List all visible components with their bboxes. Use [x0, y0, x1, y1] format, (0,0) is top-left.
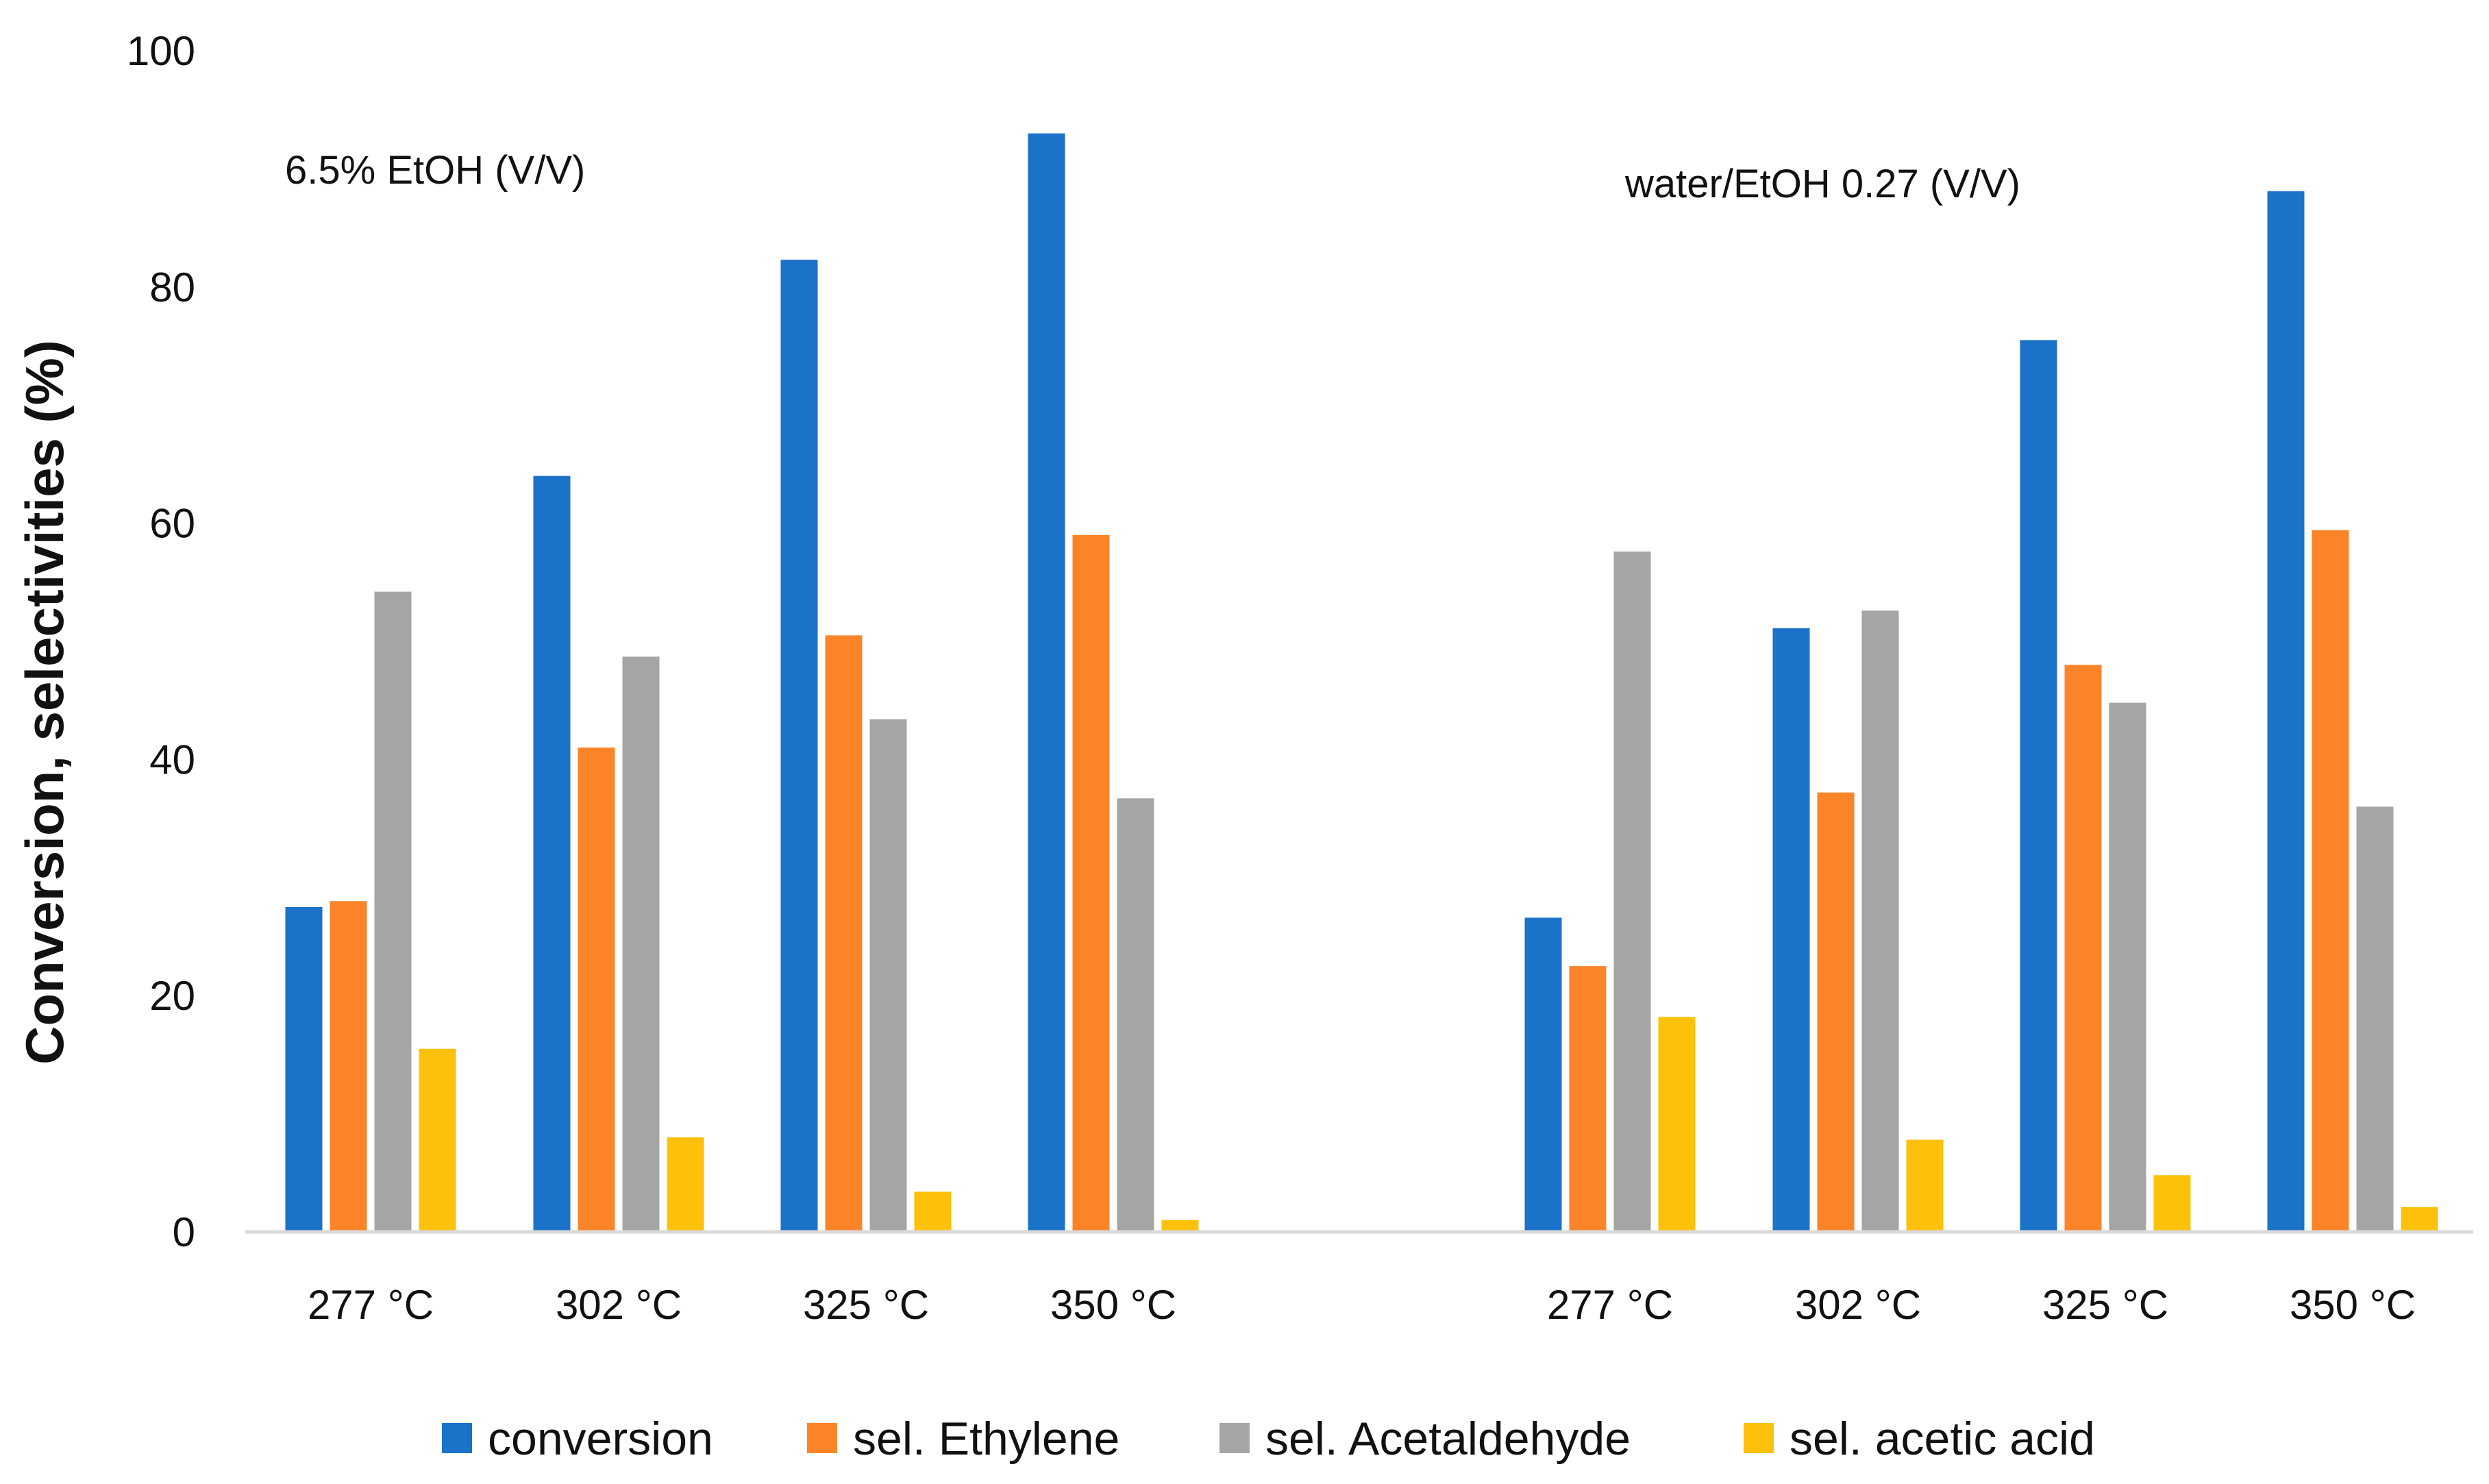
y-tick-label: 0	[173, 1209, 195, 1255]
bar-sel-acetaldehyde	[869, 719, 907, 1232]
bar-sel-ethylene	[578, 747, 615, 1232]
bar-sel-acetic-acid	[914, 1191, 952, 1232]
y-tick-label: 40	[149, 737, 195, 782]
bar-sel-acetaldehyde	[2356, 806, 2394, 1232]
x-tick-label: 277 °C	[1547, 1282, 1673, 1328]
y-tick-label: 20	[149, 973, 195, 1019]
legend-label: conversion	[488, 1413, 713, 1465]
bars	[285, 133, 2438, 1233]
x-axis-ticks: 277 °C 302 °C 325 °C 350 °C 277 °C 302 °C 325 …	[308, 1282, 2416, 1328]
legend-swatch	[442, 1423, 472, 1453]
bar-sel-acetaldehyde	[2109, 702, 2146, 1232]
y-axis-label: Conversion, selectivities (%)	[14, 340, 75, 1065]
y-tick-label: 60	[149, 501, 195, 547]
bar-sel-acetaldehyde	[1117, 798, 1154, 1232]
bar-sel-acetic-acid	[1906, 1139, 1944, 1232]
group-annotation-1: 6.5% EtOH (V/V)	[285, 148, 585, 193]
bar-conversion	[285, 906, 323, 1232]
bar-conversion	[1772, 628, 1810, 1232]
bar-sel-ethylene	[330, 901, 367, 1232]
x-tick-label: 277 °C	[308, 1282, 434, 1328]
bar-conversion	[780, 260, 818, 1233]
legend: conversion sel. Ethylene sel. Acetaldehyde…	[442, 1413, 2095, 1465]
bar-sel-acetaldehyde	[1861, 610, 1899, 1232]
bar-sel-ethylene	[1817, 792, 1855, 1232]
bar-sel-acetic-acid	[419, 1048, 456, 1232]
bar-sel-acetic-acid	[2153, 1175, 2191, 1232]
x-tick-label: 350 °C	[1050, 1282, 1176, 1328]
x-tick-label: 302 °C	[1795, 1282, 1921, 1328]
legend-label: sel. Acetaldehyde	[1265, 1413, 1631, 1465]
x-tick-label: 350 °C	[2290, 1282, 2416, 1328]
bar-sel-acetaldehyde	[1613, 551, 1651, 1232]
legend-label: sel. acetic acid	[1790, 1413, 2095, 1465]
bar-conversion	[1028, 133, 1065, 1233]
bar-sel-acetic-acid	[667, 1137, 704, 1232]
x-tick-label: 302 °C	[556, 1282, 682, 1328]
bar-sel-acetic-acid	[1161, 1220, 1199, 1232]
bar-sel-ethylene	[2064, 665, 2102, 1232]
bar-sel-acetaldehyde	[622, 656, 660, 1232]
y-tick-label: 80	[149, 264, 195, 310]
bar-conversion	[533, 475, 571, 1232]
bar-sel-ethylene	[1569, 966, 1607, 1232]
x-tick-label: 325 °C	[2042, 1282, 2168, 1328]
bar-sel-acetaldehyde	[374, 591, 412, 1232]
legend-swatch	[1219, 1423, 1250, 1453]
x-tick-label: 325 °C	[803, 1282, 929, 1328]
legend-swatch	[1744, 1423, 1774, 1453]
bar-sel-acetic-acid	[1658, 1017, 1696, 1232]
y-axis-ticks: 0 20 40 60 80 100	[127, 28, 195, 1255]
bar-conversion	[2020, 340, 2057, 1232]
bar-sel-acetic-acid	[2401, 1207, 2438, 1232]
group-annotation-2: water/EtOH 0.27 (V/V)	[1624, 162, 2020, 206]
legend-swatch	[807, 1423, 837, 1453]
bar-conversion	[2267, 191, 2305, 1232]
bar-conversion	[1524, 917, 1562, 1232]
y-tick-label: 100	[127, 28, 195, 74]
bar-sel-ethylene	[825, 635, 863, 1232]
bar-sel-ethylene	[1072, 534, 1110, 1232]
legend-label: sel. Ethylene	[853, 1413, 1119, 1465]
bar-sel-ethylene	[2312, 530, 2349, 1232]
